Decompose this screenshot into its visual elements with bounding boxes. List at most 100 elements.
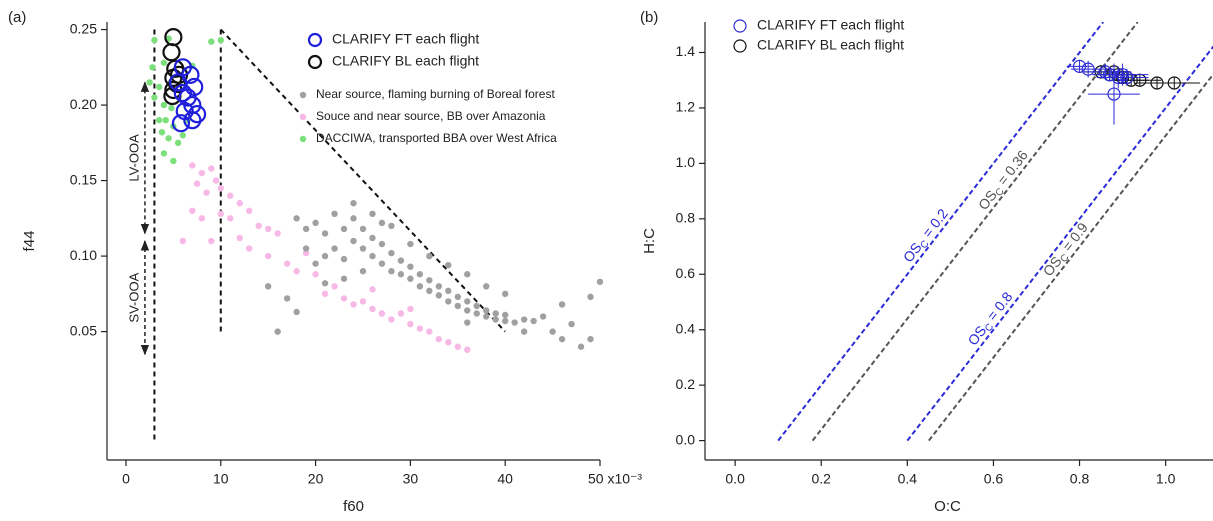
point (445, 298, 452, 305)
point (331, 245, 338, 252)
series (1066, 59, 1149, 125)
point (445, 261, 452, 269)
point (321, 290, 329, 298)
point (407, 275, 414, 282)
point (407, 320, 414, 328)
osc-label-value: = 0.9 (1059, 219, 1091, 254)
point (217, 36, 224, 44)
x-tick-label: 30 (403, 471, 419, 487)
point (302, 225, 310, 233)
point (189, 207, 196, 214)
osc-line (777, 22, 1105, 442)
y-axis-label: H:C (641, 228, 658, 254)
y-axis-label: f44 (21, 231, 38, 252)
point (587, 335, 594, 343)
plot-area (146, 28, 604, 441)
legend: CLARIFY FT each flight CLARIFY BL each fl… (733, 17, 904, 53)
point (151, 94, 158, 101)
osc-label: OSC= 0.2 (900, 205, 954, 267)
point (160, 101, 168, 109)
point (208, 38, 215, 45)
point (378, 260, 386, 267)
point (464, 298, 471, 305)
point (445, 338, 452, 346)
point (454, 293, 461, 301)
y-tick-label: 0.10 (70, 247, 97, 263)
point (246, 207, 253, 214)
point (501, 317, 509, 325)
legend-label: Souce and near source, BB over Amazonia (316, 109, 546, 123)
point (464, 319, 471, 326)
point (312, 260, 319, 267)
series (264, 200, 604, 350)
point (208, 165, 215, 172)
x-tick-label: 10 (213, 471, 229, 487)
x-tick-label: 0 (122, 471, 130, 487)
point (577, 343, 585, 350)
x-axis-label: O:C (934, 498, 961, 515)
point (464, 307, 471, 314)
point (549, 328, 556, 335)
point (454, 343, 461, 350)
point (501, 290, 509, 298)
point (160, 59, 168, 66)
point (340, 295, 348, 302)
range-label: SV-OOA (126, 272, 141, 322)
point (185, 77, 204, 97)
point (435, 283, 443, 290)
point (568, 320, 575, 328)
point (246, 245, 253, 252)
point (378, 240, 386, 248)
point (359, 268, 367, 275)
point (492, 310, 499, 317)
point (378, 310, 386, 317)
y-tick-label: 0.6 (676, 265, 696, 281)
x-tick-label: 0.6 (984, 471, 1004, 487)
legend-swatch (299, 135, 307, 143)
y-tick-label: 1.4 (676, 43, 696, 59)
legend-swatch (307, 32, 323, 48)
point (236, 234, 243, 242)
legend-swatch (733, 19, 747, 33)
legend-swatch (299, 91, 307, 99)
point (217, 184, 224, 192)
y-tick-label: 0.15 (70, 171, 97, 187)
legend-swatch (307, 54, 323, 70)
point (165, 135, 172, 142)
point (302, 245, 310, 252)
series (146, 35, 224, 165)
point (558, 301, 566, 308)
osc-label: OSC= 0.9 (1039, 219, 1093, 281)
point (193, 180, 201, 187)
point (416, 325, 424, 332)
osc-label: OSC= 0.8 (964, 288, 1018, 350)
point (426, 252, 433, 260)
legend-label: Near source, flaming burning of Boreal f… (316, 87, 555, 101)
point (426, 287, 433, 295)
point (187, 105, 207, 124)
point (312, 271, 319, 278)
y-tick-label: 0.0 (676, 431, 696, 447)
point (174, 139, 182, 147)
point (350, 215, 357, 222)
legend: CLARIFY FT each flight CLARIFY BL each fl… (299, 31, 557, 145)
point (340, 255, 348, 263)
point (520, 328, 528, 335)
plot-area (777, 22, 1213, 442)
point (596, 278, 604, 285)
point (283, 260, 291, 267)
point (464, 271, 471, 278)
point (454, 302, 461, 310)
legend-label: CLARIFY FT each flight (757, 17, 904, 33)
point (162, 43, 181, 62)
point (369, 305, 376, 313)
point (558, 335, 566, 343)
point (473, 310, 480, 317)
point (212, 177, 220, 184)
point (350, 237, 357, 245)
point (483, 307, 490, 314)
x-tick-label: 20 (308, 471, 324, 487)
point (171, 114, 191, 133)
point (350, 301, 357, 308)
point (331, 210, 338, 218)
